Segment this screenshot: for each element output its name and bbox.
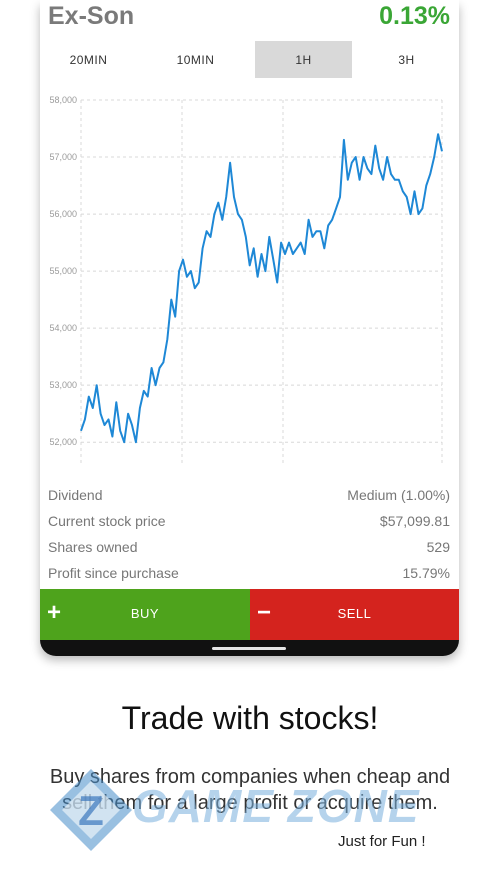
tab-1h[interactable]: 1H <box>255 41 352 78</box>
stat-dividend: Dividend Medium (1.00%) <box>48 484 450 510</box>
y-tick-label: 54,000 <box>49 323 77 333</box>
tab-10min[interactable]: 10MIN <box>176 52 215 67</box>
stat-value: Medium (1.00%) <box>347 487 450 503</box>
watermark-tagline: Just for Fun ! <box>338 833 426 850</box>
promo-subtext: Buy shares from companies when cheap and… <box>49 766 451 814</box>
home-indicator <box>212 647 286 650</box>
y-tick-label: 58,000 <box>49 95 77 105</box>
stat-value: 15.79% <box>402 565 450 581</box>
plus-icon: + <box>47 599 62 626</box>
stock-change: 0.13% <box>379 2 450 30</box>
sell-button[interactable]: − SELL <box>250 589 459 640</box>
stock-stats: Dividend Medium (1.00%) Current stock pr… <box>48 484 450 588</box>
promo-headline: Trade with stocks! <box>121 700 379 736</box>
stat-shares-owned: Shares owned 529 <box>48 536 450 562</box>
y-tick-label: 52,000 <box>49 437 77 447</box>
stat-label: Shares owned <box>48 539 138 555</box>
tab-20min[interactable]: 20MIN <box>69 52 108 67</box>
minus-icon: − <box>257 599 272 626</box>
stat-value: 529 <box>426 539 450 555</box>
stat-value: $57,099.81 <box>379 513 450 529</box>
stock-name: Ex-Son <box>48 2 135 30</box>
y-tick-label: 53,000 <box>49 380 77 390</box>
stat-label: Current stock price <box>48 513 166 529</box>
sell-label: SELL <box>337 606 372 621</box>
phone-screen <box>40 0 459 654</box>
stat-current-price: Current stock price $57,099.81 <box>48 510 450 536</box>
stat-profit: Profit since purchase 15.79% <box>48 562 450 588</box>
watermark-logo-icon: Z <box>50 769 132 851</box>
price-chart: 58,000 57,000 56,000 55,000 54,000 53,000 52,0… <box>49 95 443 465</box>
watermark-brand: GAME ZONE <box>132 780 420 832</box>
buy-button[interactable]: + BUY <box>40 589 250 640</box>
stat-label: Dividend <box>48 487 103 503</box>
buy-label: BUY <box>130 606 160 621</box>
y-tick-label: 56,000 <box>49 209 77 219</box>
price-line <box>80 133 443 444</box>
stat-label: Profit since purchase <box>48 565 179 581</box>
timeframe-tabs: 20MIN 10MIN 1H 3H <box>40 41 459 78</box>
watermark: Z GAME ZONE Just for Fun ! <box>40 765 460 855</box>
svg-text:Z: Z <box>78 787 104 834</box>
y-tick-label: 55,000 <box>49 266 77 276</box>
y-tick-label: 57,000 <box>49 152 77 162</box>
tab-3h[interactable]: 3H <box>398 52 415 67</box>
